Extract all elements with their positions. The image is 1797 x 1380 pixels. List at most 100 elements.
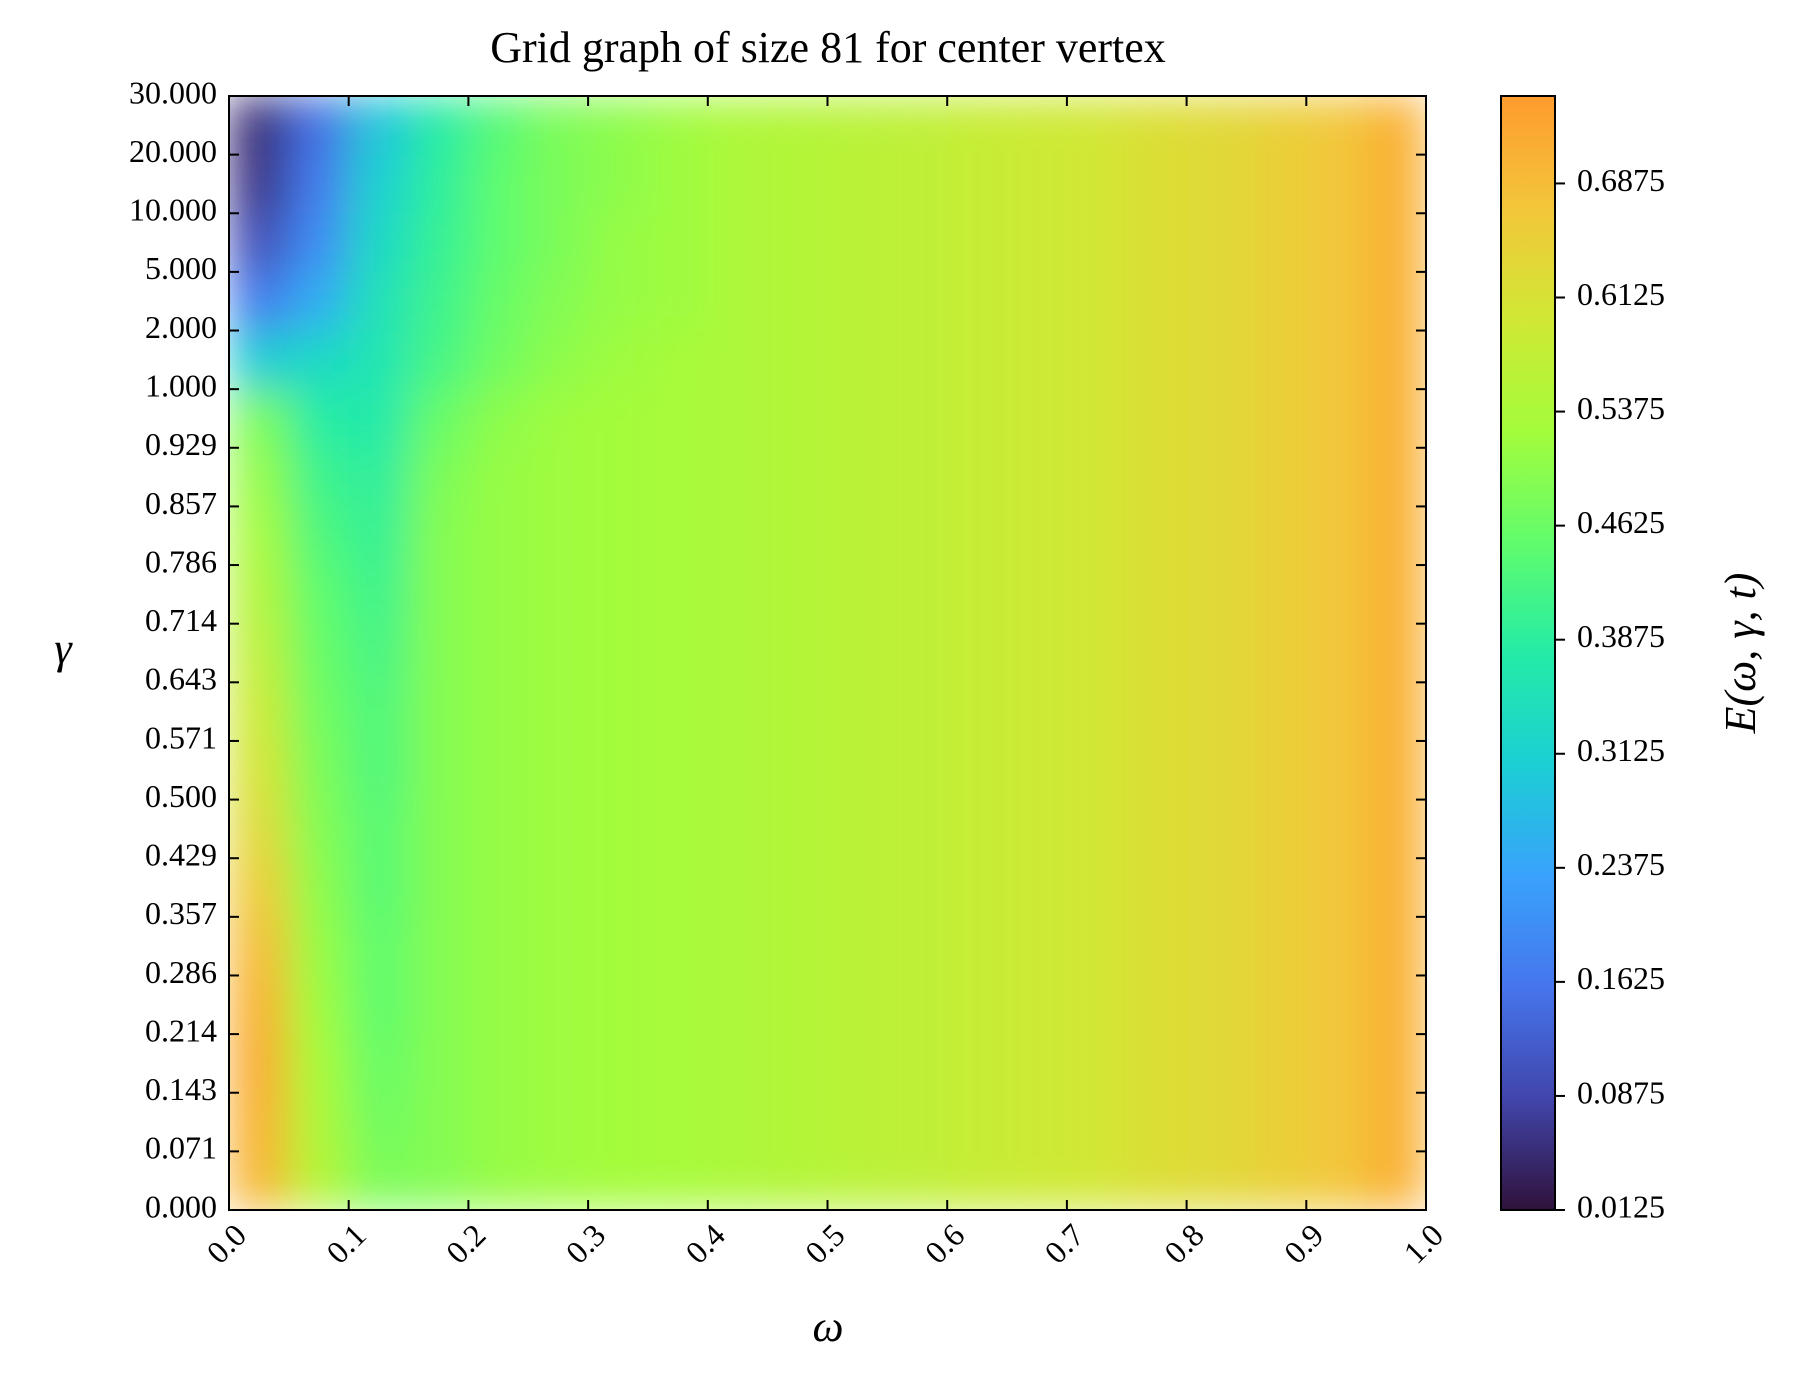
heatmap-cell (348, 623, 410, 683)
heatmap-cell (1366, 330, 1426, 390)
heatmap-cell (229, 271, 290, 332)
heatmap-cell (707, 330, 769, 390)
heatmap-cell (1306, 506, 1367, 566)
heatmap-cell (767, 682, 828, 742)
heatmap-cell (588, 682, 649, 742)
heatmap-cell (1366, 799, 1426, 859)
heatmap-cell (1066, 916, 1128, 976)
y-tick-label: 0.929 (145, 426, 217, 462)
y-tick-label: 0.857 (145, 485, 217, 521)
y-tick-label: 0.357 (145, 895, 217, 931)
x-tick-label: 0.2 (439, 1217, 493, 1271)
heatmap-cell (1306, 213, 1367, 273)
heatmap-cell (1126, 213, 1188, 273)
heatmap-cell (1007, 682, 1068, 742)
heatmap-cell (887, 330, 948, 390)
heatmap-cell (947, 1151, 1008, 1210)
heatmap-cell (468, 565, 529, 625)
y-tick-label: 2.000 (145, 309, 217, 345)
heatmap-cell (348, 682, 410, 742)
heatmap-cell (528, 975, 589, 1035)
heatmap-cell (588, 447, 649, 507)
heatmap-cell (288, 740, 350, 801)
heatmap-cell (229, 975, 290, 1035)
heatmap-cell (707, 799, 769, 859)
heatmap-cell (528, 154, 589, 214)
heatmap-cell (288, 1034, 350, 1094)
heatmap-cell (1306, 623, 1367, 683)
heatmap-cell (947, 916, 1008, 976)
heatmap-cell (707, 975, 769, 1035)
heatmap-cell (1007, 858, 1068, 918)
heatmap-cell (288, 682, 350, 742)
heatmap-cell (1007, 975, 1068, 1035)
y-tick-label: 0.143 (145, 1071, 217, 1107)
heatmap-cell (1066, 96, 1128, 156)
heatmap-cell (707, 565, 769, 625)
colorbar-tick-label: 0.3875 (1577, 618, 1665, 654)
heatmap-cell (1366, 96, 1426, 156)
y-tick-label: 0.000 (145, 1188, 217, 1224)
heatmap-cell (947, 213, 1008, 273)
heatmap-cell (827, 1034, 888, 1094)
heatmap-cell (647, 330, 709, 390)
heatmap-cell (408, 740, 469, 801)
heatmap-cell (707, 389, 769, 449)
heatmap-cell (468, 506, 529, 566)
heatmap-cell (887, 447, 948, 507)
heatmap-cell (707, 96, 769, 156)
heatmap-cell (528, 389, 589, 449)
heatmap-cell (1126, 799, 1188, 859)
heatmap-cell (528, 916, 589, 976)
heatmap-cell (1126, 389, 1188, 449)
heatmap-cell (647, 1092, 709, 1152)
colorbar-label: E(ω, γ, t) (1716, 573, 1765, 735)
heatmap-cell (1246, 682, 1307, 742)
heatmap-cell (647, 799, 709, 859)
heatmap-cell (288, 154, 350, 214)
heatmap-cell (1306, 565, 1367, 625)
heatmap-cell (1246, 330, 1307, 390)
heatmap-cell (1246, 154, 1307, 214)
heatmap-cell (1007, 389, 1068, 449)
colorbar-tick-label: 0.3125 (1577, 732, 1665, 768)
colorbar-tick-label: 0.1625 (1577, 960, 1665, 996)
heatmap-cell (229, 682, 290, 742)
y-tick-label: 0.714 (145, 602, 217, 638)
heatmap-cell (588, 975, 649, 1035)
heatmap-cell (1306, 740, 1367, 801)
heatmap-cell (468, 271, 529, 332)
heatmap-cell (947, 858, 1008, 918)
heatmap-cell (1366, 565, 1426, 625)
heatmap-cell (947, 447, 1008, 507)
heatmap-cell (1066, 1092, 1128, 1152)
heatmap-cell (229, 1092, 290, 1152)
heatmap-cell (229, 154, 290, 214)
heatmap-cell (707, 916, 769, 976)
heatmap-cell (588, 96, 649, 156)
heatmap-cell (1007, 740, 1068, 801)
heatmap-cell (1246, 1034, 1307, 1094)
heatmap-cell (1246, 975, 1307, 1035)
heatmap-cell (1186, 565, 1247, 625)
heatmap-cell (1126, 154, 1188, 214)
heatmap-cell (707, 154, 769, 214)
heatmap-cell (468, 1092, 529, 1152)
heatmap-cell (408, 271, 469, 332)
heatmap-cell (647, 682, 709, 742)
heatmap-cell (1066, 682, 1128, 742)
heatmap-cell (707, 740, 769, 801)
x-tick-label: 0.8 (1157, 1217, 1211, 1271)
heatmap-cell (408, 682, 469, 742)
heatmap-cell (947, 389, 1008, 449)
heatmap-cell (1246, 916, 1307, 976)
colorbar-tick-label: 0.6875 (1577, 162, 1665, 198)
heatmap-cell (1186, 1034, 1247, 1094)
heatmap-cell (408, 330, 469, 390)
heatmap-cell (588, 916, 649, 976)
heatmap-cell (1066, 447, 1128, 507)
heatmap-cell (1007, 565, 1068, 625)
heatmap-cell (528, 506, 589, 566)
heatmap-cell (1246, 271, 1307, 332)
heatmap-cell (1366, 154, 1426, 214)
